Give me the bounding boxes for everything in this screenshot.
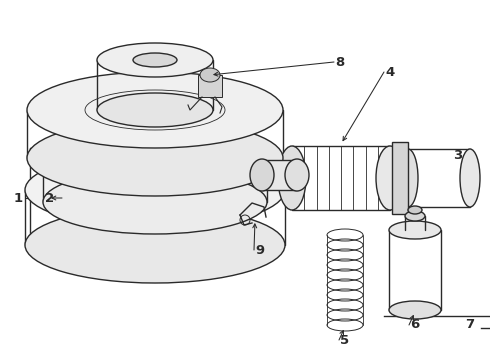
Bar (198, 75, 222, 97)
Ellipse shape (97, 93, 213, 127)
Ellipse shape (27, 120, 283, 196)
Text: 8: 8 (335, 55, 344, 68)
Ellipse shape (250, 159, 274, 191)
Ellipse shape (43, 130, 267, 194)
Ellipse shape (405, 211, 425, 221)
Ellipse shape (398, 149, 418, 207)
Ellipse shape (278, 146, 306, 210)
Ellipse shape (25, 207, 285, 283)
Text: 5: 5 (341, 333, 349, 346)
Text: 7: 7 (466, 319, 474, 332)
Bar (392, 142, 408, 214)
Ellipse shape (408, 206, 422, 214)
Text: 6: 6 (410, 319, 419, 332)
Text: 4: 4 (385, 66, 394, 78)
Bar (262, 160, 297, 190)
Ellipse shape (460, 149, 480, 207)
Ellipse shape (389, 301, 441, 319)
Ellipse shape (27, 72, 283, 148)
Ellipse shape (43, 170, 267, 234)
Ellipse shape (200, 68, 220, 82)
Text: 9: 9 (255, 243, 265, 257)
Text: 3: 3 (453, 149, 463, 162)
Ellipse shape (389, 221, 441, 239)
Text: 2: 2 (46, 192, 54, 204)
Ellipse shape (97, 43, 213, 77)
Ellipse shape (285, 159, 309, 191)
Text: 1: 1 (13, 192, 23, 204)
Ellipse shape (25, 152, 285, 228)
Ellipse shape (133, 53, 177, 67)
Ellipse shape (376, 146, 404, 210)
